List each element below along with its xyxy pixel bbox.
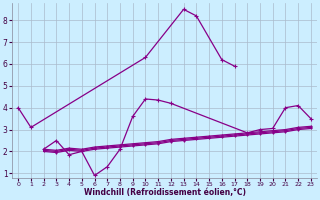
X-axis label: Windchill (Refroidissement éolien,°C): Windchill (Refroidissement éolien,°C): [84, 188, 245, 197]
